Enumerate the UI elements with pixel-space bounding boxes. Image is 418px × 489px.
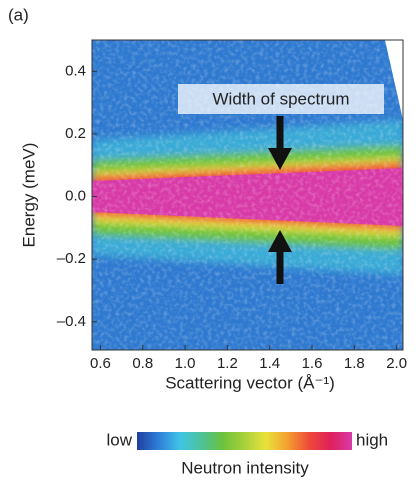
y-tick-label: –0.2 xyxy=(57,250,86,267)
x-tick-label: 1.8 xyxy=(344,355,365,372)
colorbar-title: Neutron intensity xyxy=(181,458,309,477)
x-tick-label: 0.8 xyxy=(132,355,153,372)
y-tick-label: 0.2 xyxy=(65,125,86,142)
colorbar-low: low xyxy=(106,430,132,449)
x-tick-label: 0.6 xyxy=(90,355,111,372)
x-tick-label: 1.4 xyxy=(259,355,280,372)
y-tick-label: –0.4 xyxy=(57,313,86,330)
x-tick-label: 1.2 xyxy=(217,355,238,372)
arrow-up xyxy=(268,230,292,284)
y-axis-label: Energy (meV) xyxy=(19,143,38,248)
x-axis-label: Scattering vector (Å⁻¹) xyxy=(165,373,335,392)
annotation: Width of spectrum xyxy=(213,89,350,108)
panel-label: (a) xyxy=(8,5,29,24)
colorbar xyxy=(137,432,352,450)
x-tick-label: 2.0 xyxy=(386,355,407,372)
plot-frame xyxy=(91,39,404,351)
y-tick-label: 0.4 xyxy=(65,62,86,79)
annotation-box xyxy=(178,84,384,114)
arrow-down xyxy=(268,116,292,170)
y-tick-label: 0.0 xyxy=(65,188,86,205)
x-tick-label: 1.0 xyxy=(175,355,196,372)
colorbar-high: high xyxy=(356,430,388,449)
x-tick-label: 1.6 xyxy=(302,355,323,372)
